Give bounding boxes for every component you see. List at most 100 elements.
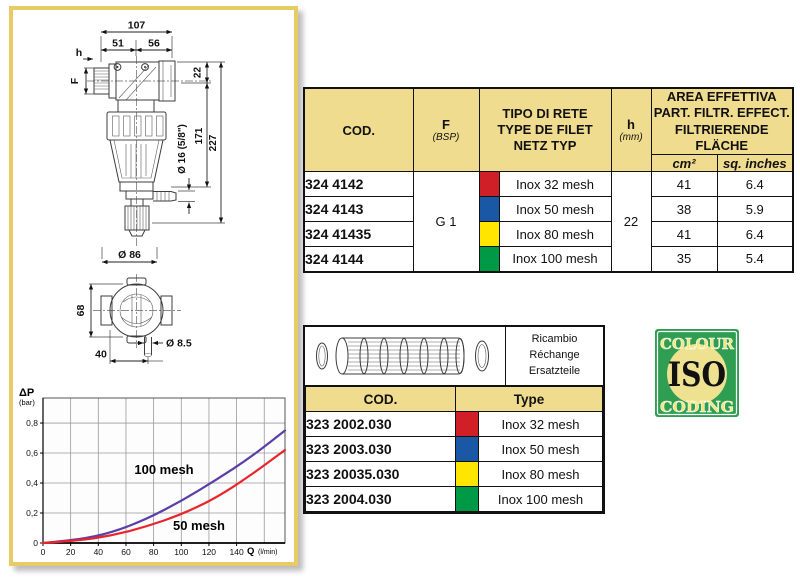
spare-table-grid: COD. Type 323 2002.030 Inox 32 mesh 323 …: [305, 386, 603, 512]
svg-text:120: 120: [202, 547, 216, 557]
thread-size-cell: G 1: [412, 171, 480, 272]
iso-logo-top-text: COLOUR: [660, 336, 735, 353]
table-row: 323 2003.030 Inox 50 mesh: [305, 436, 603, 462]
dim-bowl-diameter: Ø 86: [118, 249, 141, 261]
x-axis-unit: (l/min): [258, 549, 277, 556]
mesh-type-cell: Inox 80 mesh: [498, 221, 612, 247]
colour-iso-coding-logo: COLOUR ISO CODING: [655, 329, 739, 417]
front-view-dimensions: 107 51 56 h F 22 171 227 Ø 16 (5/8") Ø 8…: [69, 20, 225, 265]
cod-cell: 324 4143: [303, 196, 414, 222]
dim-left-width: 51: [112, 38, 124, 50]
svg-text:0,2: 0,2: [26, 508, 38, 518]
table-row: 323 20035.030 Inox 80 mesh: [305, 461, 603, 487]
mesh-color-chip: [478, 171, 500, 197]
area-cm2-cell: 41: [650, 171, 718, 197]
spare-header-cod: COD.: [305, 386, 456, 412]
mesh-color-chip: [455, 411, 479, 437]
mesh-type-cell: Inox 50 mesh: [478, 436, 603, 462]
cod-cell: 324 41435: [303, 221, 414, 247]
svg-text:40: 40: [94, 547, 104, 557]
spare-caption-text: Ricambio Réchange Ersatzteile: [528, 333, 581, 377]
drawing-panel: 107 51 56 h F 22 171 227 Ø 16 (5/8") Ø 8…: [9, 6, 298, 566]
area-sqin-cell: 6.4: [716, 171, 794, 197]
cod-cell: 323 2003.030: [305, 436, 456, 462]
area-cm2-cell: 38: [650, 196, 718, 222]
area-cm2-cell: 41: [650, 221, 718, 247]
svg-text:0: 0: [33, 538, 38, 548]
table-row: 324 4144 Inox 100 mesh 35 5.4: [303, 246, 794, 272]
dim-right-width: 56: [148, 38, 160, 50]
svg-text:20: 20: [66, 547, 76, 557]
mesh-color-chip: [455, 461, 479, 487]
area-sqin-cell: 5.9: [716, 196, 794, 222]
svg-text:60: 60: [121, 547, 131, 557]
area-sqin-cell: 5.4: [716, 246, 794, 272]
mesh-color-chip: [455, 486, 479, 512]
header-area: AREA EFFETTIVA PART. FILTR. EFFECT. FILT…: [650, 87, 794, 155]
side-view-body: [100, 277, 173, 357]
svg-text:0,6: 0,6: [26, 448, 38, 458]
filter-body-outline: [93, 60, 177, 237]
spare-caption-row: Ricambio Réchange Ersatzteile: [305, 327, 603, 386]
dim-total-height: 227: [208, 134, 219, 151]
series-label-100-mesh: 100 mesh: [134, 462, 193, 477]
svg-text:0,4: 0,4: [26, 478, 38, 488]
side-view-dimensions: 68 40 Ø 8.5: [75, 283, 192, 364]
mesh-color-chip: [455, 436, 479, 462]
series-label-50-mesh: 50 mesh: [173, 518, 225, 533]
iso-circle: [667, 344, 727, 404]
spare-parts-table: Ricambio Réchange Ersatzteile COD. Type …: [303, 325, 605, 514]
h-value-cell: 22: [610, 171, 652, 272]
mesh-color-chip: [478, 221, 500, 247]
y-axis-unit: (bar): [19, 398, 35, 407]
dim-f-label: F: [69, 77, 81, 84]
mesh-type-cell: Inox 100 mesh: [478, 486, 603, 512]
svg-text:0: 0: [41, 547, 46, 557]
x-axis-title: Q: [247, 546, 254, 557]
dim-height: 68: [75, 305, 87, 317]
table-row: 323 2002.030 Inox 32 mesh: [305, 411, 603, 437]
svg-text:140: 140: [230, 547, 244, 557]
mesh-color-chip: [478, 196, 500, 222]
header-area-sqin: sq. inches: [716, 154, 794, 172]
pressure-drop-chart: ΔP (bar) 0 20 40 60 80 100 120 140 0 0,2 0,4 0,6 0,8…: [19, 387, 287, 557]
mesh-type-cell: Inox 32 mesh: [478, 411, 603, 437]
filter-side-view-drawing: 68 40 Ø 8.5: [75, 274, 192, 364]
iso-logo-bottom-text: CODING: [660, 399, 734, 416]
filter-front-view-drawing: 107 51 56 h F 22 171 227 Ø 16 (5/8") Ø 8…: [69, 20, 225, 265]
cod-cell: 324 4142: [303, 171, 414, 197]
header-type: TIPO DI RETE TYPE DE FILET NETZ TYP: [478, 87, 612, 172]
cod-cell: 323 2004.030: [305, 486, 456, 512]
header-cod: COD.: [303, 87, 414, 172]
dim-outlet-diameter: Ø 8.5: [166, 338, 192, 350]
table-row: 323 2004.030 Inox 100 mesh: [305, 486, 603, 512]
table-row: 324 4142 G 1 Inox 32 mesh 22 41 6.4: [303, 171, 794, 272]
dim-right-height: 22: [193, 67, 204, 79]
y-axis-title: ΔP: [19, 387, 34, 399]
cod-cell: 324 4144: [303, 246, 414, 272]
area-sqin-cell: 6.4: [716, 221, 794, 247]
mesh-type-cell: Inox 32 mesh: [498, 171, 612, 197]
cod-cell: 323 2002.030: [305, 411, 456, 437]
cartridge-cell: [305, 327, 506, 385]
mesh-type-cell: Inox 100 mesh: [498, 246, 612, 272]
chart-plot-area: 0 20 40 60 80 100 120 140 0 0,2 0,4 0,6 0,8: [26, 397, 287, 557]
area-cm2-cell: 35: [650, 246, 718, 272]
spare-header-type: Type: [455, 386, 603, 412]
svg-text:0,8: 0,8: [26, 418, 38, 428]
table-row: 324 4143 Inox 50 mesh 38 5.9: [303, 196, 794, 222]
dim-h-label: h: [76, 47, 82, 59]
header-f: F (BSP): [412, 87, 480, 172]
header-area-cm2: cm²: [650, 154, 718, 172]
iso-logo-center-text: ISO: [668, 355, 726, 395]
dim-inner-diameter: Ø 16 (5/8"): [177, 124, 188, 174]
header-h: h (mm): [610, 87, 652, 172]
svg-text:100: 100: [174, 547, 188, 557]
filter-cartridge-drawing: [316, 337, 489, 375]
svg-text:80: 80: [149, 547, 159, 557]
cod-cell: 323 20035.030: [305, 461, 456, 487]
main-table: COD. F (BSP) TIPO DI RETE TYPE DE FILET …: [303, 87, 795, 273]
mesh-type-cell: Inox 50 mesh: [498, 196, 612, 222]
dim-width: 40: [95, 349, 107, 361]
table-row: 324 41435 Inox 80 mesh 41 6.4: [303, 221, 794, 247]
